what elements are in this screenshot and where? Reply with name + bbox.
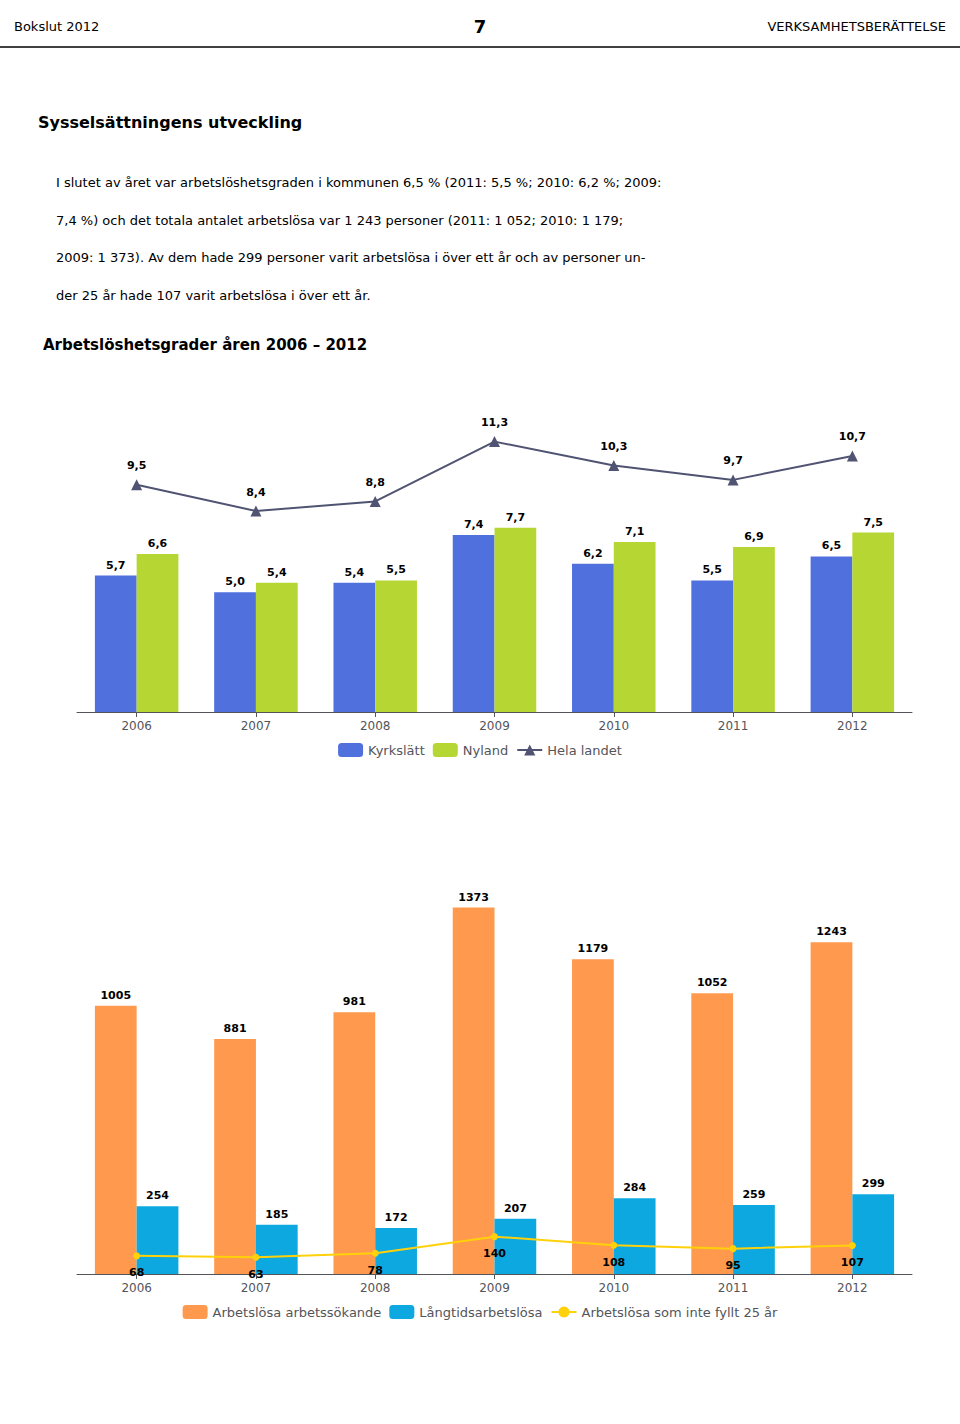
svg-text:10,7: 10,7 [839, 430, 866, 443]
svg-text:7,4: 7,4 [464, 518, 484, 531]
svg-text:6,9: 6,9 [744, 530, 764, 543]
svg-text:8,8: 8,8 [365, 476, 385, 489]
svg-text:299: 299 [862, 1177, 885, 1190]
svg-text:185: 185 [265, 1208, 288, 1221]
svg-text:2009: 1 373). Av dem hade 299: 2009: 1 373). Av dem hade 299 personer v… [56, 250, 646, 265]
svg-text:2010: 2010 [599, 1281, 630, 1295]
svg-text:1179: 1179 [578, 942, 609, 955]
svg-text:2009: 2009 [479, 719, 510, 733]
svg-text:172: 172 [385, 1211, 408, 1224]
svg-text:981: 981 [343, 995, 366, 1008]
svg-text:2011: 2011 [718, 719, 749, 733]
svg-text:1005: 1005 [100, 989, 131, 1002]
svg-text:1243: 1243 [816, 925, 847, 938]
svg-text:Arbetslöshetsgrader åren 2006: Arbetslöshetsgrader åren 2006 – 2012 [43, 336, 367, 354]
svg-text:5,5: 5,5 [702, 563, 722, 576]
svg-text:Sysselsättningens utveckling: Sysselsättningens utveckling [38, 113, 302, 132]
svg-text:9,7: 9,7 [723, 454, 743, 467]
svg-text:VERKSAMHETSBERÄTTELSE: VERKSAMHETSBERÄTTELSE [767, 19, 946, 34]
svg-text:5,4: 5,4 [345, 566, 365, 579]
svg-text:Arbetslösa som inte fyllt 25 å: Arbetslösa som inte fyllt 25 år [582, 1305, 779, 1320]
svg-text:7,5: 7,5 [863, 516, 883, 529]
svg-text:2009: 2009 [479, 1281, 510, 1295]
svg-text:207: 207 [504, 1202, 527, 1215]
svg-text:2011: 2011 [718, 1281, 749, 1295]
svg-text:5,0: 5,0 [225, 575, 245, 588]
svg-text:254: 254 [146, 1189, 169, 1202]
svg-text:284: 284 [623, 1181, 646, 1194]
svg-text:2012: 2012 [837, 719, 868, 733]
svg-text:259: 259 [742, 1188, 765, 1201]
svg-text:Hela landet: Hela landet [547, 743, 622, 758]
svg-text:10,3: 10,3 [600, 440, 627, 453]
svg-text:Nyland: Nyland [463, 743, 509, 758]
svg-text:1373: 1373 [458, 891, 489, 904]
svg-text:2007: 2007 [241, 719, 272, 733]
svg-text:1052: 1052 [697, 976, 728, 989]
svg-text:2006: 2006 [121, 1281, 152, 1295]
svg-text:107: 107 [841, 1256, 864, 1269]
svg-text:5,4: 5,4 [267, 566, 287, 579]
svg-text:95: 95 [725, 1259, 740, 1272]
svg-text:63: 63 [248, 1268, 263, 1281]
svg-text:2008: 2008 [360, 719, 391, 733]
svg-text:9,5: 9,5 [127, 459, 147, 472]
svg-text:6,2: 6,2 [583, 547, 603, 560]
svg-text:140: 140 [483, 1247, 506, 1260]
svg-text:881: 881 [224, 1022, 247, 1035]
svg-text:I slutet av året var arbetslös: I slutet av året var arbetslöshetsgraden… [56, 175, 661, 190]
svg-text:6,6: 6,6 [148, 537, 168, 550]
svg-text:7,1: 7,1 [625, 525, 645, 538]
svg-text:78: 78 [368, 1264, 383, 1277]
svg-text:7,7: 7,7 [506, 511, 526, 524]
svg-text:7: 7 [474, 16, 487, 37]
svg-text:8,4: 8,4 [246, 486, 266, 499]
svg-text:Kyrkslätt: Kyrkslätt [368, 743, 425, 758]
svg-text:2010: 2010 [599, 719, 630, 733]
svg-text:108: 108 [602, 1256, 625, 1269]
svg-text:Bokslut 2012: Bokslut 2012 [14, 19, 99, 34]
svg-text:2008: 2008 [360, 1281, 391, 1295]
svg-text:5,5: 5,5 [386, 563, 406, 576]
svg-text:7,4 %) och det totala antalet: 7,4 %) och det totala antalet arbetslösa… [56, 213, 623, 228]
svg-text:Arbetslösa arbetssökande: Arbetslösa arbetssökande [213, 1305, 382, 1320]
svg-text:2012: 2012 [837, 1281, 868, 1295]
svg-text:Långtidsarbetslösa: Långtidsarbetslösa [419, 1305, 542, 1320]
svg-text:68: 68 [129, 1266, 144, 1279]
svg-text:5,7: 5,7 [106, 559, 126, 572]
svg-text:der 25 år hade 107 varit arbet: der 25 år hade 107 varit arbetslösa i öv… [56, 288, 371, 303]
svg-text:6,5: 6,5 [822, 539, 842, 552]
svg-text:2007: 2007 [241, 1281, 272, 1295]
svg-text:2006: 2006 [121, 719, 152, 733]
svg-text:11,3: 11,3 [481, 416, 508, 429]
